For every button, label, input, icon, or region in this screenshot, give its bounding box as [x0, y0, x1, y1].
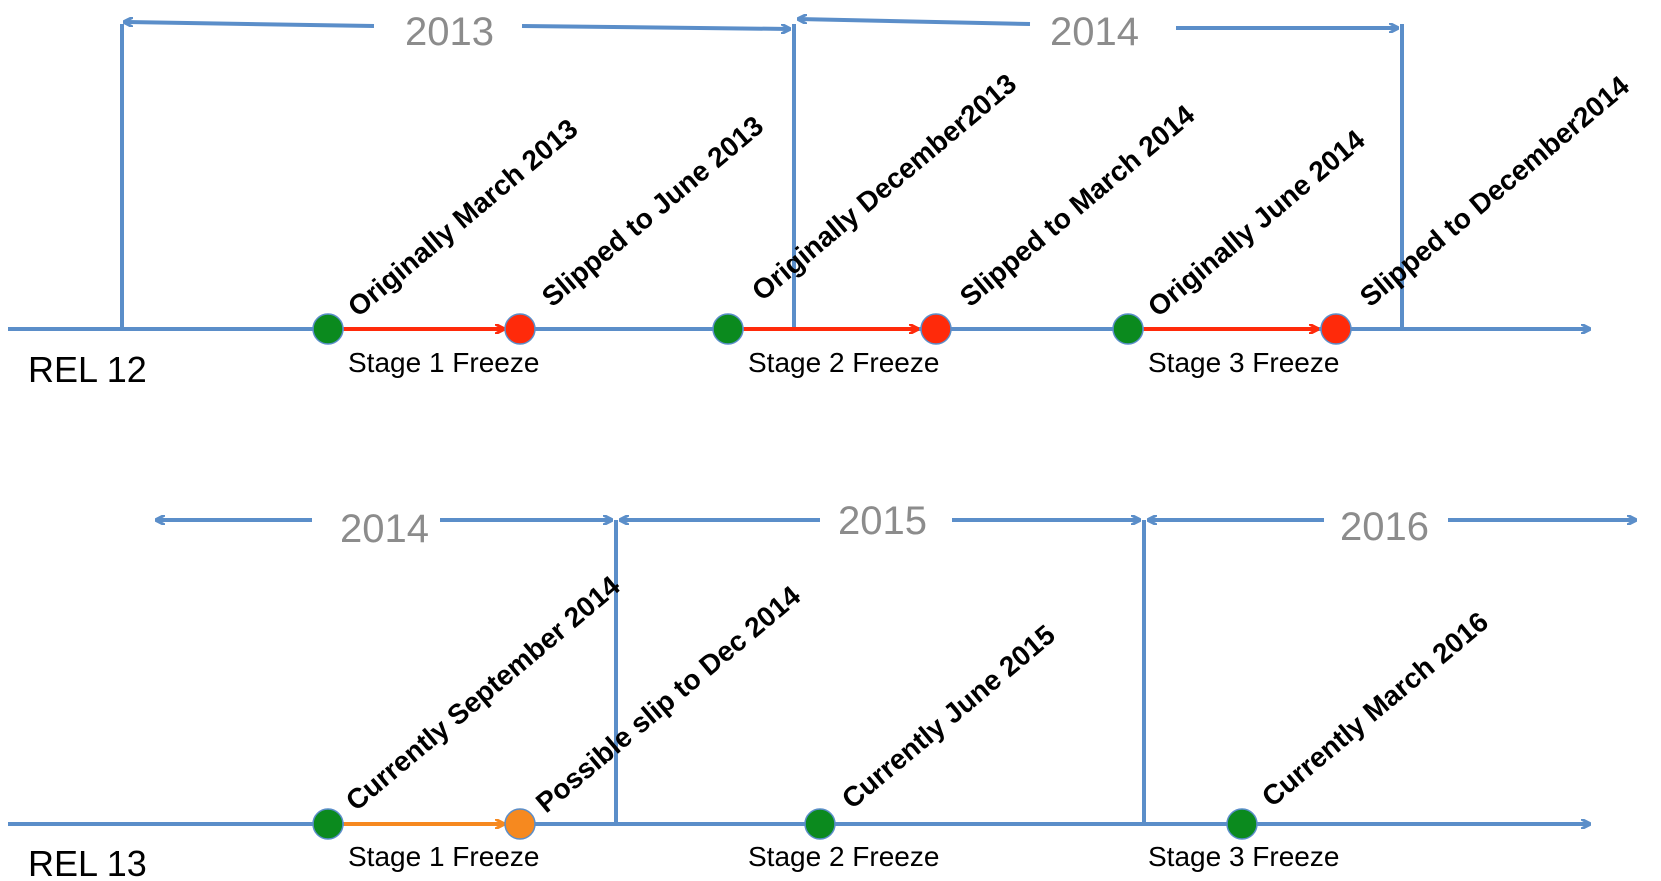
rel12-release-label: REL 12	[28, 349, 147, 390]
rel13-year-label: 2014	[340, 507, 429, 551]
rel13-milestone-note: Currently March 2016	[1256, 606, 1494, 813]
rel13-current-date-dot	[312, 808, 344, 840]
rel13-year-label: 2015	[838, 499, 927, 543]
rel12-slipped-date-dot	[1320, 313, 1352, 345]
rel12-year-label: 2013	[405, 10, 494, 54]
rel12-year-label: 2014	[1050, 10, 1139, 54]
rel12-slipped-date-dot	[504, 313, 536, 345]
rel12-timeline: 2013 2014 Originally March 2013 Slipped …	[8, 10, 1635, 390]
rel12-milestone-note: Slipped to December2014	[1354, 70, 1635, 313]
rel12-year-span-arrow	[798, 19, 1031, 26]
rel12-slipped-date-dot	[920, 313, 952, 345]
rel13-current-date-dot	[1226, 808, 1258, 840]
rel13-milestone-note: Currently June 2015	[836, 619, 1061, 815]
rel13-timeline: 2014 2015 2016 Currently September 2014 …	[8, 499, 1636, 881]
rel12-original-date-dot	[312, 313, 344, 345]
rel13-current-date-dot	[804, 808, 836, 840]
rel13-stage-label: Stage 1 Freeze	[348, 841, 539, 872]
rel12-stage-label: Stage 2 Freeze	[748, 347, 939, 378]
rel12-year-span-arrow	[521, 26, 790, 29]
rel12-milestone-note: Originally June 2014	[1142, 124, 1371, 323]
rel13-possible-slip-dot	[504, 808, 536, 840]
rel12-stage-label: Stage 1 Freeze	[348, 347, 539, 378]
rel12-original-date-dot	[712, 313, 744, 345]
rel13-release-label: REL 13	[28, 843, 147, 881]
rel13-stage-label: Stage 2 Freeze	[748, 841, 939, 872]
rel12-stage-label: Stage 3 Freeze	[1148, 347, 1339, 378]
rel13-year-label: 2016	[1340, 505, 1429, 549]
rel12-original-date-dot	[1112, 313, 1144, 345]
rel12-year-span-arrow	[124, 22, 375, 28]
rel13-stage-label: Stage 3 Freeze	[1148, 841, 1339, 872]
